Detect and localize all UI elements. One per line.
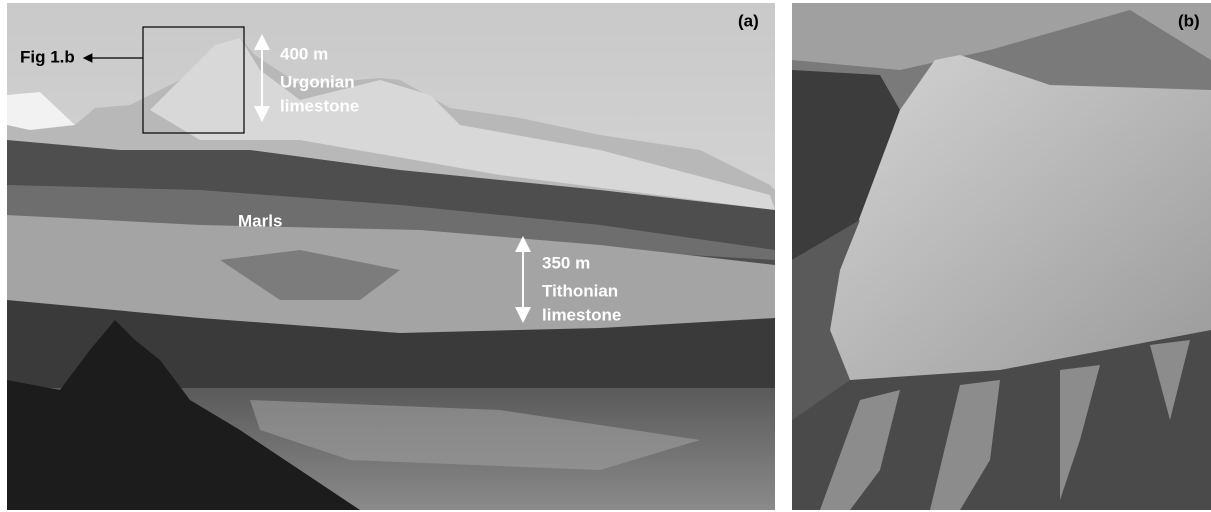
- unit-label: Urgonian: [280, 72, 355, 91]
- unit-label: limestone: [542, 305, 621, 324]
- thickness-label: 400 m: [280, 44, 328, 63]
- unit-label: Tithonian: [542, 281, 618, 300]
- unit-label: limestone: [280, 96, 359, 115]
- inset-box: [142, 26, 245, 134]
- panel-label: (a): [738, 11, 759, 30]
- photo-b: [792, 3, 1211, 510]
- thickness-label: 350 m: [542, 253, 590, 272]
- unit-label: Marls: [238, 211, 282, 230]
- inset-label: Fig 1.b: [20, 47, 75, 66]
- photo-a: [7, 3, 775, 510]
- panel-label: (b): [1178, 11, 1200, 30]
